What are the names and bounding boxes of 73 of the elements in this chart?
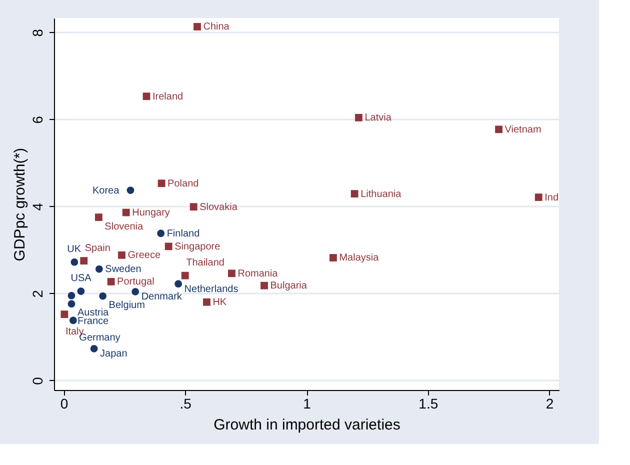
annotation: Sweden	[105, 264, 142, 276]
point	[228, 270, 236, 278]
annotation: Ireland	[152, 91, 184, 102]
point	[181, 272, 189, 280]
point	[95, 265, 103, 273]
annotation: Slovakia	[200, 202, 238, 213]
point	[80, 257, 88, 264]
y-tick-label: 4	[30, 202, 46, 211]
annotation: Latvia	[364, 112, 392, 124]
annotation: Romania	[238, 268, 278, 280]
annotation: Netherlands	[184, 284, 238, 295]
point	[94, 214, 102, 221]
annotation: Portugal	[117, 276, 154, 288]
annotation: Hungary	[132, 207, 170, 218]
annotation: UK	[67, 244, 82, 256]
annotation: Belgium	[108, 300, 145, 312]
y-axis-title: GDPpc growth(*)	[12, 148, 28, 262]
annotation: Greece	[128, 250, 161, 262]
point	[68, 292, 76, 300]
point	[534, 194, 542, 201]
x-tick-label: 2	[546, 396, 554, 412]
y-tick-label: 6	[30, 116, 46, 124]
point	[194, 22, 201, 30]
point	[330, 254, 337, 262]
point	[107, 278, 115, 286]
annotation: Poland	[168, 178, 199, 190]
point	[132, 288, 140, 296]
annotation: USA	[70, 273, 92, 284]
x-tick-label: 1	[303, 396, 312, 412]
annotation: Thailand	[186, 258, 224, 269]
annotation: Ind	[544, 192, 559, 204]
annotation: Slovenia	[104, 221, 144, 232]
x-tick-label: 0	[60, 396, 68, 412]
y-tick-label: 8	[30, 28, 46, 37]
point	[126, 186, 134, 194]
point	[90, 344, 98, 352]
point	[260, 282, 268, 290]
point	[190, 203, 198, 211]
annotation: Bulgaria	[270, 280, 308, 292]
annotation: France	[77, 316, 110, 327]
annotation: Vietnam	[504, 124, 542, 136]
point	[158, 180, 166, 188]
point	[77, 288, 85, 295]
point	[157, 230, 165, 238]
annotation: Singapore	[174, 241, 221, 252]
annotation: Japan	[100, 348, 128, 360]
point	[164, 242, 172, 250]
point	[203, 298, 210, 306]
y-tick-label: 0	[30, 376, 46, 385]
point	[142, 92, 150, 100]
annotation: Korea	[92, 185, 120, 196]
y-tick-label: 2	[30, 290, 46, 298]
point	[354, 114, 362, 122]
point	[495, 126, 502, 134]
x-axis-title: Growth in imported varieties	[214, 416, 400, 434]
annotation: Malaysia	[339, 252, 380, 264]
annotation: Denmark	[141, 292, 183, 303]
point	[69, 316, 77, 324]
x-tick-label: .5	[180, 396, 192, 412]
point	[99, 292, 107, 300]
x-tick-label: 1.5	[418, 396, 438, 412]
annotation: HK	[212, 297, 227, 308]
point	[122, 208, 130, 216]
point	[174, 280, 182, 288]
point	[350, 190, 358, 198]
point	[60, 310, 68, 318]
annotation: Lithuania	[360, 188, 402, 200]
point	[68, 300, 76, 308]
point	[118, 251, 126, 259]
annotation: Spain	[84, 242, 110, 254]
annotation: Finland	[166, 228, 200, 240]
point	[70, 258, 78, 266]
annotation: China	[203, 22, 230, 33]
